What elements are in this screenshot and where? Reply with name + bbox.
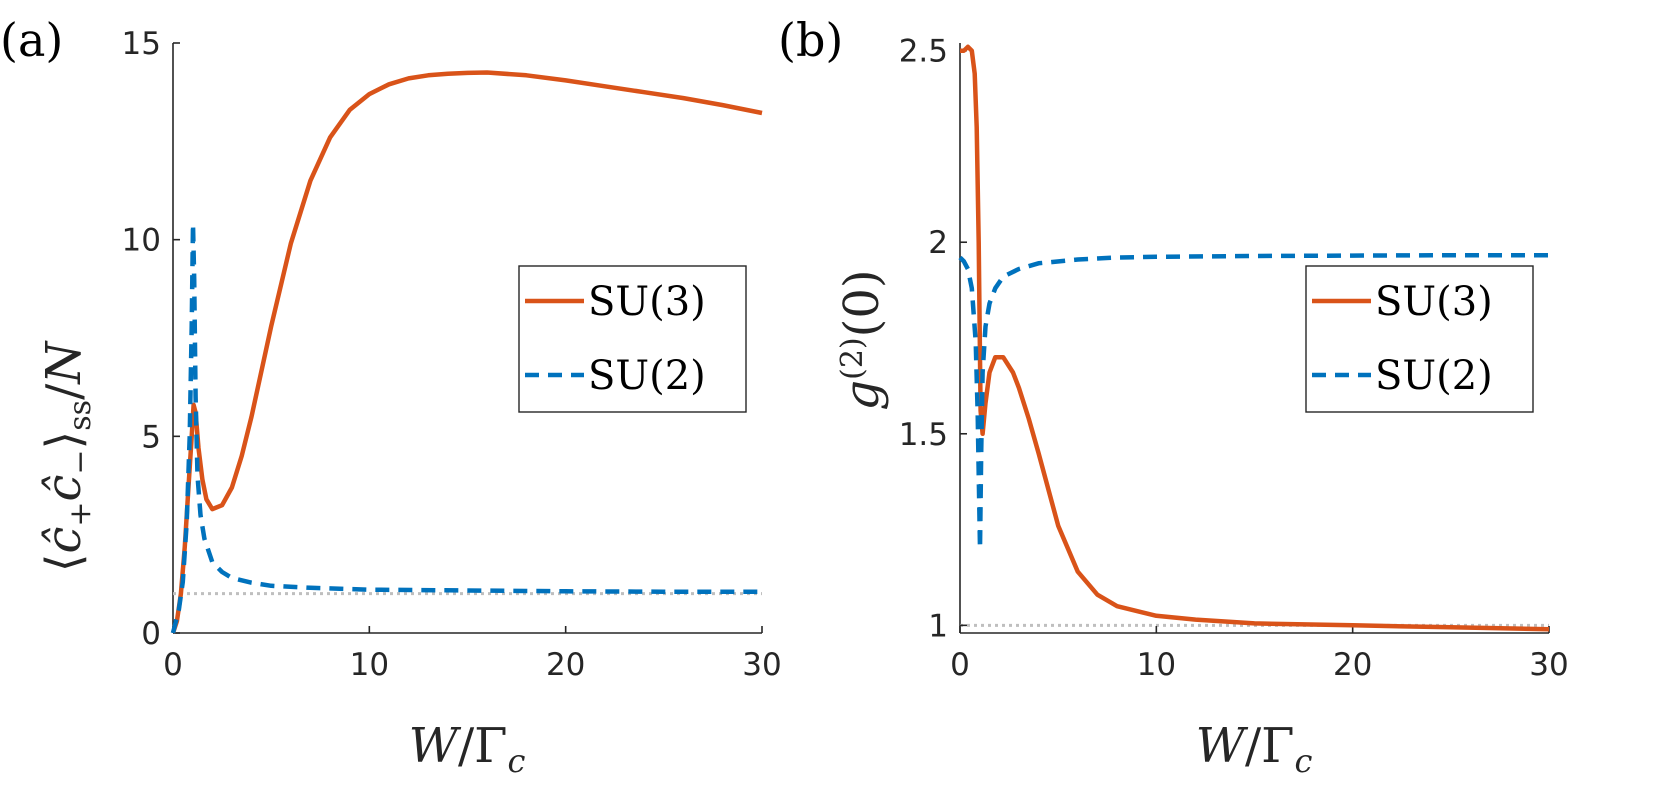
y-tick-label: 1.5 xyxy=(899,417,948,453)
legend-label-su3-b: SU(3) xyxy=(1375,279,1493,325)
legend-a: SU(3) SU(2) xyxy=(518,265,747,413)
series-line-su2 xyxy=(958,252,1549,551)
x-tick-label: 20 xyxy=(1333,647,1372,683)
y-tick-label: 15 xyxy=(122,26,161,62)
x-axis-label-a: W/Γc xyxy=(409,718,526,780)
panel-b: (b) g(2)(0) 0 10 20 30 1 1.5 2 2.5 W/Γc SU(3) S… xyxy=(778,13,1569,780)
legend-label-su2-b: SU(2) xyxy=(1375,353,1493,399)
y-tick-label: 2.5 xyxy=(899,34,948,70)
x-tick-label: 10 xyxy=(350,647,389,683)
series-line-su3 xyxy=(960,44,1550,632)
x-tick-label: 0 xyxy=(950,647,970,683)
panel-a: (a) ⟨ĉ+ĉ−⟩ss/N 0 10 20 30 0 5 10 15 W/Γc SU(3) … xyxy=(0,13,782,780)
panel-label-a: (a) xyxy=(0,13,63,67)
y-tick-label: 0 xyxy=(141,616,161,652)
y-tick-label: 5 xyxy=(141,419,161,455)
legend-label-su3-a: SU(3) xyxy=(588,279,706,325)
ticks-b: 0 10 20 30 1 1.5 2 2.5 xyxy=(899,34,1569,683)
legend-label-su2-a: SU(2) xyxy=(588,353,706,399)
series-a xyxy=(170,70,763,634)
y-axis-label-b: g(2)(0) xyxy=(834,269,890,410)
panel-label-b: (b) xyxy=(778,13,843,67)
series-line-su2 xyxy=(170,221,762,634)
legend-box-a xyxy=(518,265,747,413)
x-tick-label: 30 xyxy=(1529,647,1568,683)
x-tick-label: 30 xyxy=(742,647,781,683)
legend-b: SU(3) SU(2) xyxy=(1305,265,1534,413)
y-tick-label: 2 xyxy=(928,225,948,261)
x-tick-label: 20 xyxy=(546,647,585,683)
x-tick-label: 0 xyxy=(163,647,183,683)
series-line-su3 xyxy=(170,70,763,634)
series-b xyxy=(958,44,1550,632)
y-tick-label: 10 xyxy=(122,223,161,259)
x-tick-label: 10 xyxy=(1137,647,1176,683)
y-tick-label: 1 xyxy=(928,608,948,644)
ticks-a: 0 10 20 30 0 5 10 15 xyxy=(122,26,782,683)
x-axis-label-b: W/Γc xyxy=(1196,718,1313,780)
y-axis-label-a: ⟨ĉ+ĉ−⟩ss/N xyxy=(36,340,98,573)
legend-box-b xyxy=(1305,265,1534,413)
